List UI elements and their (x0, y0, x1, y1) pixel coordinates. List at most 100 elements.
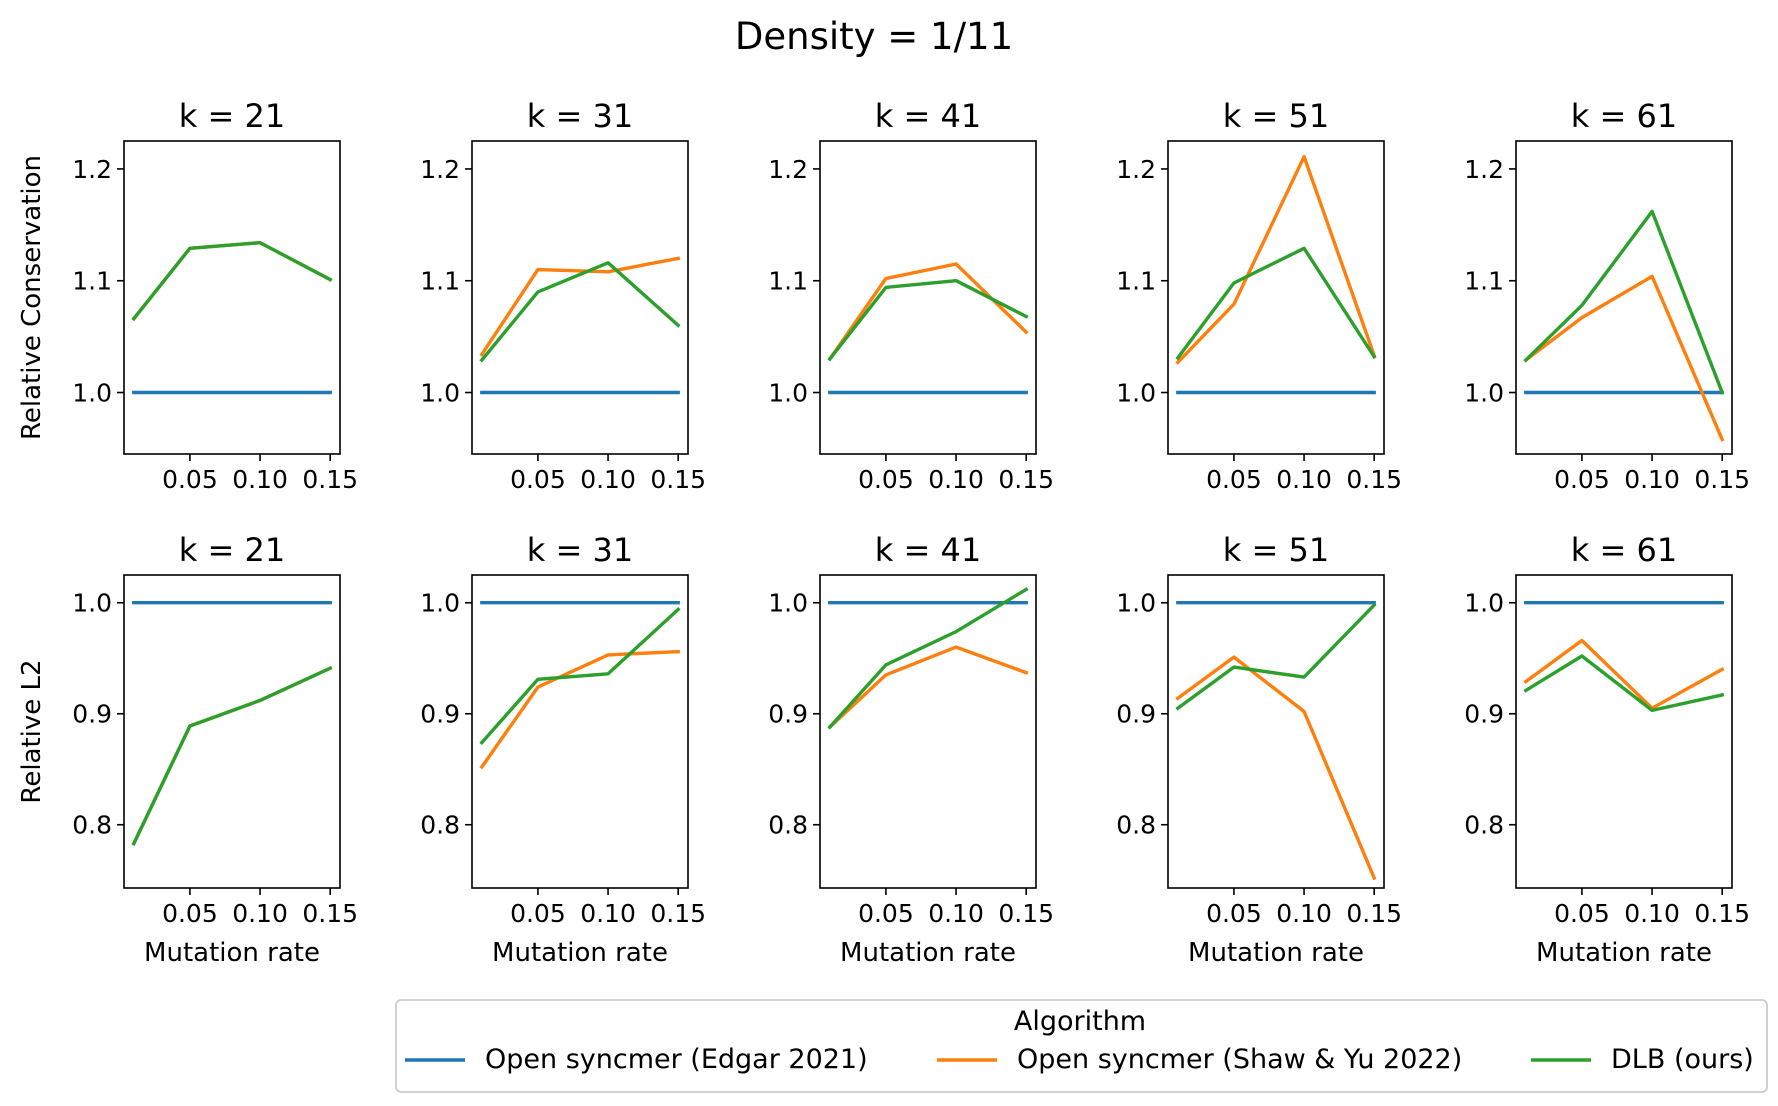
y-tick-label: 1.1 (72, 267, 112, 296)
x-tick-label: 0.05 (1554, 899, 1610, 928)
y-tick-label: 1.0 (420, 589, 460, 618)
y-tick-label: 1.2 (72, 155, 112, 184)
legend-label: DLB (ours) (1611, 1044, 1754, 1075)
x-tick-label: 0.15 (1346, 465, 1402, 494)
axes-frame (1515, 574, 1733, 889)
series-line-open-syncmer-shaw-yu-2022 (479, 649, 680, 770)
x-tick-label: 0.15 (302, 899, 358, 928)
x-tick-label: 0.05 (510, 465, 566, 494)
y-tick-label: 0.9 (1116, 700, 1156, 729)
x-axis-label: Mutation rate (840, 938, 1016, 968)
x-tick-label: 0.10 (580, 465, 636, 494)
axes-frame (471, 140, 689, 455)
x-tick-label: 0.10 (1276, 465, 1332, 494)
subplot-title: k = 31 (527, 531, 633, 569)
y-axis-label: Relative L2 (17, 659, 47, 803)
y-tick-label: 1.2 (1116, 155, 1156, 184)
y-tick-label: 1.1 (1464, 267, 1504, 296)
y-tick-label: 1.1 (420, 267, 460, 296)
subplot-grid: k = 21 1.0 1.1 1.2 0.05 0.10 0.15 Relative Cons… (17, 97, 1750, 968)
y-tick-label: 1.0 (72, 379, 112, 408)
subplot-title: k = 21 (179, 531, 285, 569)
y-tick-label: 1.1 (1116, 267, 1156, 296)
axes-frame (123, 574, 341, 889)
y-axis-label: Relative Conservation (17, 155, 47, 440)
subplot-title: k = 41 (875, 531, 981, 569)
x-tick-label: 0.10 (232, 465, 288, 494)
subplot-title: k = 21 (179, 97, 285, 135)
y-tick-label: 1.0 (1116, 589, 1156, 618)
y-tick-label: 1.2 (1464, 155, 1504, 184)
x-tick-label: 0.10 (928, 899, 984, 928)
x-tick-label: 0.15 (1694, 465, 1750, 494)
series-line-dlb-ours (479, 606, 681, 745)
subplot-title: k = 61 (1571, 97, 1677, 135)
series-line-open-syncmer-shaw-yu-2022 (131, 665, 333, 846)
subplot-1-4: k = 61 0.8 0.9 1.0 0.05 0.10 0.15 Mutation rate (1464, 531, 1750, 968)
legend-label: Open syncmer (Shaw & Yu 2022) (1017, 1044, 1462, 1075)
x-tick-label: 0.05 (1206, 899, 1262, 928)
x-tick-label: 0.10 (580, 899, 636, 928)
series-line-dlb-ours (1523, 209, 1725, 395)
figure-title: Density = 1/11 (735, 15, 1013, 58)
x-tick-label: 0.15 (1694, 899, 1750, 928)
x-axis-label: Mutation rate (1536, 938, 1712, 968)
axes-frame (1167, 574, 1385, 889)
x-axis-label: Mutation rate (144, 938, 320, 968)
y-tick-label: 0.9 (420, 700, 460, 729)
y-tick-label: 1.0 (768, 589, 808, 618)
x-tick-label: 0.10 (232, 899, 288, 928)
axes-frame (471, 574, 689, 889)
x-tick-label: 0.15 (998, 465, 1054, 494)
y-tick-label: 0.9 (1464, 700, 1504, 729)
x-tick-label: 0.05 (1554, 465, 1610, 494)
y-tick-label: 0.8 (1116, 811, 1156, 840)
x-tick-label: 0.05 (162, 465, 218, 494)
series-line-dlb-ours (827, 279, 1029, 362)
series-line-dlb-ours (827, 587, 1029, 730)
series-line-open-syncmer-shaw-yu-2022 (1175, 154, 1377, 365)
axes-frame (819, 574, 1037, 889)
y-tick-label: 1.0 (1464, 379, 1504, 408)
subplot-title: k = 61 (1571, 531, 1677, 569)
subplot-0-3: k = 51 1.0 1.1 1.2 0.05 0.10 0.15 (1116, 97, 1402, 494)
x-axis-label: Mutation rate (492, 938, 668, 968)
legend-title: Algorithm (1014, 1006, 1146, 1037)
x-tick-label: 0.05 (1206, 465, 1262, 494)
subplot-title: k = 31 (527, 97, 633, 135)
y-tick-label: 0.9 (768, 700, 808, 729)
y-tick-label: 1.0 (1464, 589, 1504, 618)
series-line-open-syncmer-shaw-yu-2022 (827, 262, 1029, 362)
axes-frame (123, 140, 341, 455)
subplot-1-3: k = 51 0.8 0.9 1.0 0.05 0.10 0.15 Mutation rate (1116, 531, 1402, 968)
y-tick-label: 1.0 (72, 589, 112, 618)
series-line-dlb-ours (479, 261, 681, 363)
series-line-dlb-ours (131, 665, 333, 846)
series-line-open-syncmer-shaw-yu-2022 (1523, 274, 1725, 442)
subplot-0-0: k = 21 1.0 1.1 1.2 0.05 0.10 0.15 Relative Cons… (17, 97, 358, 494)
legend-label: Open syncmer (Edgar 2021) (485, 1044, 868, 1075)
x-tick-label: 0.05 (858, 465, 914, 494)
subplot-1-2: k = 41 0.8 0.9 1.0 0.05 0.10 0.15 Mutation rate (768, 531, 1054, 968)
legend-frame (395, 999, 1768, 1093)
subplot-1-1: k = 31 0.8 0.9 1.0 0.05 0.10 0.15 Mutation rate (420, 531, 706, 968)
y-tick-label: 1.0 (420, 379, 460, 408)
x-tick-label: 0.15 (650, 899, 706, 928)
axes-frame (819, 140, 1037, 455)
series-line-dlb-ours (1523, 654, 1725, 713)
series-line-dlb-ours (1175, 602, 1377, 711)
x-tick-label: 0.10 (928, 465, 984, 494)
legend-items: Open syncmer (Edgar 2021) Open syncmer (S… (405, 1044, 1754, 1075)
subplot-title: k = 41 (875, 97, 981, 135)
series-line-open-syncmer-shaw-yu-2022 (479, 256, 681, 357)
x-tick-label: 0.10 (1624, 899, 1680, 928)
series-line-open-syncmer-shaw-yu-2022 (1175, 655, 1377, 881)
series-line-open-syncmer-shaw-yu-2022 (1523, 638, 1725, 710)
y-tick-label: 1.2 (420, 155, 460, 184)
x-tick-label: 0.15 (998, 899, 1054, 928)
y-tick-label: 0.8 (72, 811, 112, 840)
subplot-0-1: k = 31 1.0 1.1 1.2 0.05 0.10 0.15 (420, 97, 706, 494)
series-line-dlb-ours (131, 240, 333, 322)
subplot-1-0: k = 21 0.8 0.9 1.0 0.05 0.10 0.15 Mutation rate… (17, 531, 358, 968)
y-tick-label: 1.1 (768, 267, 808, 296)
